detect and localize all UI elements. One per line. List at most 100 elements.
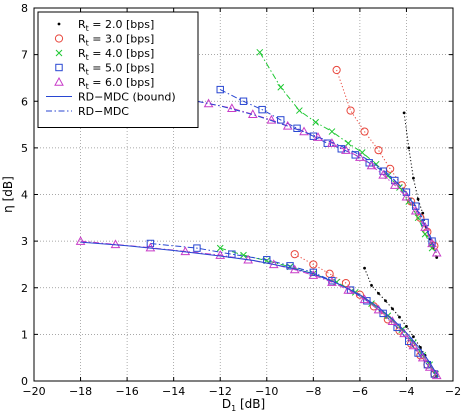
series-4-point-0-12 xyxy=(378,169,389,179)
y-tick-label-2: 2 xyxy=(21,282,28,295)
series-3-point-0-11 xyxy=(391,176,399,185)
series-2-point-0-0 xyxy=(256,48,264,56)
series-0-point-0-1 xyxy=(407,146,411,150)
legend-label-sub-2: t xyxy=(86,53,89,62)
series-3-point-0-0 xyxy=(216,85,224,94)
series-4-point-0-2 xyxy=(227,103,237,112)
series-0-point-1-0 xyxy=(363,266,366,270)
y-tick-label-0: 0 xyxy=(21,375,28,388)
x-axis-label-sub: 1 xyxy=(231,404,236,413)
series-3-point-0-1 xyxy=(239,97,248,105)
series-1-point-0-3 xyxy=(374,146,383,155)
series-4-line-0 xyxy=(185,98,438,254)
series-0-point-0-4 xyxy=(421,211,425,215)
series-4-point-1-15 xyxy=(408,340,419,350)
series-0-point-1-1 xyxy=(370,284,373,287)
legend-label-main-6: RD−MDC xyxy=(78,105,129,118)
series-0-point-1-4 xyxy=(391,307,394,311)
series-layer xyxy=(75,48,442,380)
legend-label-rest-3: = 5.0 [bps] xyxy=(89,62,154,75)
series-0-point-1-5 xyxy=(398,315,401,319)
series-2-point-0-1 xyxy=(277,83,285,91)
series-2-point-0-12 xyxy=(421,230,429,238)
x-axis-label-main: D xyxy=(222,397,231,411)
series-2-point-0-5 xyxy=(344,139,352,147)
series-3-point-0-6 xyxy=(323,139,332,147)
series-3-point-0-12 xyxy=(402,188,411,196)
legend-label-0: Rt = 2.0 [bps] xyxy=(78,18,154,33)
series-1-point-1-0 xyxy=(290,250,299,259)
series-1-point-0-5 xyxy=(397,181,406,190)
series-3-point-1-9 xyxy=(379,309,387,318)
series-2-point-1-1 xyxy=(240,251,247,259)
series-0-point-1-3 xyxy=(384,299,387,303)
legend-label-rest-0: = 2.0 [bps] xyxy=(89,18,154,31)
series-1-point-0-1 xyxy=(346,106,355,115)
legend-marker-3 xyxy=(55,63,63,72)
legend-label-main-4: R xyxy=(78,76,86,89)
legend-marker-2 xyxy=(55,49,63,57)
series-4-point-0-4 xyxy=(266,114,277,124)
series-1-point-0-2 xyxy=(360,127,369,136)
series-4-point-0-16 xyxy=(420,222,430,231)
legend-label-4: Rt = 6.0 [bps] xyxy=(78,76,154,91)
series-4-point-1-2 xyxy=(145,242,156,252)
series-0-point-0-2 xyxy=(412,176,415,180)
y-tick-label-3: 3 xyxy=(21,235,28,248)
series-4-point-0-7 xyxy=(313,132,323,141)
series-3-point-1-4 xyxy=(286,262,294,270)
legend-marker-1 xyxy=(54,34,64,43)
x-tick-label-7: −6 xyxy=(352,385,368,398)
legend-label-main-3: R xyxy=(78,62,86,75)
series-4-point-0-11 xyxy=(366,160,377,170)
series-2-point-1-9 xyxy=(398,326,406,334)
x-tick-label-2: −16 xyxy=(116,385,139,398)
series-4-point-1-4 xyxy=(215,250,226,259)
legend-label-main-5: RD−MDC (bound) xyxy=(78,91,176,104)
y-tick-label-7: 7 xyxy=(21,49,28,62)
series-4-point-1-3 xyxy=(180,246,191,256)
series-4 xyxy=(75,93,442,380)
legend-box xyxy=(37,11,199,128)
y-tick-label-5: 5 xyxy=(21,142,28,155)
y-tick-label-4: 4 xyxy=(21,189,28,202)
series-2-point-0-11 xyxy=(414,214,422,222)
series-2-point-0-2 xyxy=(296,107,303,114)
series-3-point-1-12 xyxy=(414,349,422,357)
series-3-point-0-14 xyxy=(421,218,429,227)
series-5 xyxy=(80,241,438,375)
legend-label-2: Rt = 4.0 [bps] xyxy=(78,47,154,62)
legend-label-3: Rt = 5.0 [bps] xyxy=(78,62,154,77)
series-3-point-1-11 xyxy=(405,337,413,346)
legend-label-rest-1: = 3.0 [bps] xyxy=(89,33,154,46)
series-4-point-0-18 xyxy=(431,247,442,257)
series-3-point-1-1 xyxy=(193,244,201,252)
y-tick-label-1: 1 xyxy=(21,328,28,341)
y-tick-label-8: 8 xyxy=(21,2,28,15)
legend-marker-4 xyxy=(54,76,64,86)
legend-label-6: RD−MDC xyxy=(78,105,129,118)
series-0-point-1-7 xyxy=(412,335,415,339)
series-6-line-0 xyxy=(185,98,438,253)
series-3-point-1-8 xyxy=(363,297,371,305)
series-4-point-0-10 xyxy=(355,152,365,161)
series-4-point-1-1 xyxy=(110,239,121,249)
series-1-point-1-4 xyxy=(355,290,364,299)
series-4-point-1-16 xyxy=(417,352,428,362)
x-axis-label-unit: [dB] xyxy=(236,397,265,411)
legend-marker-0 xyxy=(57,22,61,26)
series-2-point-0-3 xyxy=(312,118,320,126)
series-4-point-0-15 xyxy=(410,205,421,215)
grid xyxy=(34,8,453,381)
series-4-point-1-0 xyxy=(75,236,86,245)
x-tick-label-8: −4 xyxy=(398,385,414,398)
legend: Rt = 2.0 [bps]Rt = 3.0 [bps]Rt = 4.0 [bp… xyxy=(37,11,199,128)
x-tick-label-3: −14 xyxy=(162,385,185,398)
series-0-point-0-3 xyxy=(416,197,420,201)
legend-label-1: Rt = 3.0 [bps] xyxy=(78,33,154,48)
x-tick-label-6: −8 xyxy=(305,385,321,398)
series-0-point-1-2 xyxy=(377,291,380,295)
series-0-point-1-6 xyxy=(405,325,408,328)
